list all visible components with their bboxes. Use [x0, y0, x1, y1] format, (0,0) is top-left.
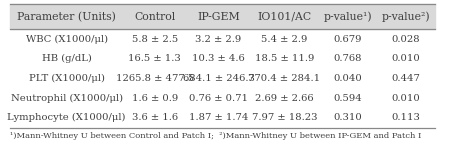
Text: 2.69 ± 2.66: 2.69 ± 2.66	[255, 94, 313, 103]
Text: 0.679: 0.679	[333, 35, 361, 44]
Text: 3.6 ± 1.6: 3.6 ± 1.6	[131, 113, 178, 122]
Text: Control: Control	[134, 12, 175, 22]
Text: IP-GEM: IP-GEM	[197, 12, 239, 22]
Text: 5.4 ± 2.9: 5.4 ± 2.9	[261, 35, 307, 44]
Text: 0.310: 0.310	[333, 113, 361, 122]
Bar	[10, 4, 435, 29]
Text: 0.768: 0.768	[333, 54, 361, 63]
Text: Neutrophil (X1000/μl): Neutrophil (X1000/μl)	[10, 94, 122, 103]
Text: 684.1 ± 246.3: 684.1 ± 246.3	[182, 74, 254, 83]
Text: p-value²): p-value²)	[381, 12, 430, 22]
Text: 0.113: 0.113	[391, 113, 420, 122]
Text: 0.447: 0.447	[391, 74, 420, 83]
Text: 10.3 ± 4.6: 10.3 ± 4.6	[192, 54, 244, 63]
Text: 7.97 ± 18.23: 7.97 ± 18.23	[251, 113, 317, 122]
Text: 18.5 ± 11.9: 18.5 ± 11.9	[254, 54, 313, 63]
Text: 3.2 ± 2.9: 3.2 ± 2.9	[195, 35, 241, 44]
Text: Parameter (Units): Parameter (Units)	[17, 12, 116, 22]
Text: HB (g/dL): HB (g/dL)	[41, 54, 91, 63]
Text: 1.6 ± 0.9: 1.6 ± 0.9	[131, 94, 178, 103]
Text: 1265.8 ± 477.5: 1265.8 ± 477.5	[115, 74, 194, 83]
Text: PLT (X1000/μl): PLT (X1000/μl)	[29, 74, 104, 83]
Text: WBC (X1000/μl): WBC (X1000/μl)	[26, 34, 108, 44]
Text: 0.040: 0.040	[333, 74, 361, 83]
Text: ¹)Mann-Whitney U between Control and Patch I;  ²)Mann-Whitney U between IP-GEM a: ¹)Mann-Whitney U between Control and Pat…	[10, 132, 421, 140]
Text: 16.5 ± 1.3: 16.5 ± 1.3	[128, 54, 181, 63]
Text: 0.028: 0.028	[391, 35, 420, 44]
Text: 1.87 ± 1.74: 1.87 ± 1.74	[188, 113, 248, 122]
Text: 0.76 ± 0.71: 0.76 ± 0.71	[188, 94, 248, 103]
Text: Lymphocyte (X1000/μl): Lymphocyte (X1000/μl)	[7, 113, 126, 122]
Text: IO101/AC: IO101/AC	[257, 12, 311, 22]
Text: 0.010: 0.010	[391, 94, 420, 103]
Text: 0.594: 0.594	[333, 94, 361, 103]
Text: 0.010: 0.010	[391, 54, 420, 63]
Text: 5.8 ± 2.5: 5.8 ± 2.5	[131, 35, 178, 44]
Text: 770.4 ± 284.1: 770.4 ± 284.1	[248, 74, 320, 83]
Text: p-value¹): p-value¹)	[323, 12, 371, 22]
